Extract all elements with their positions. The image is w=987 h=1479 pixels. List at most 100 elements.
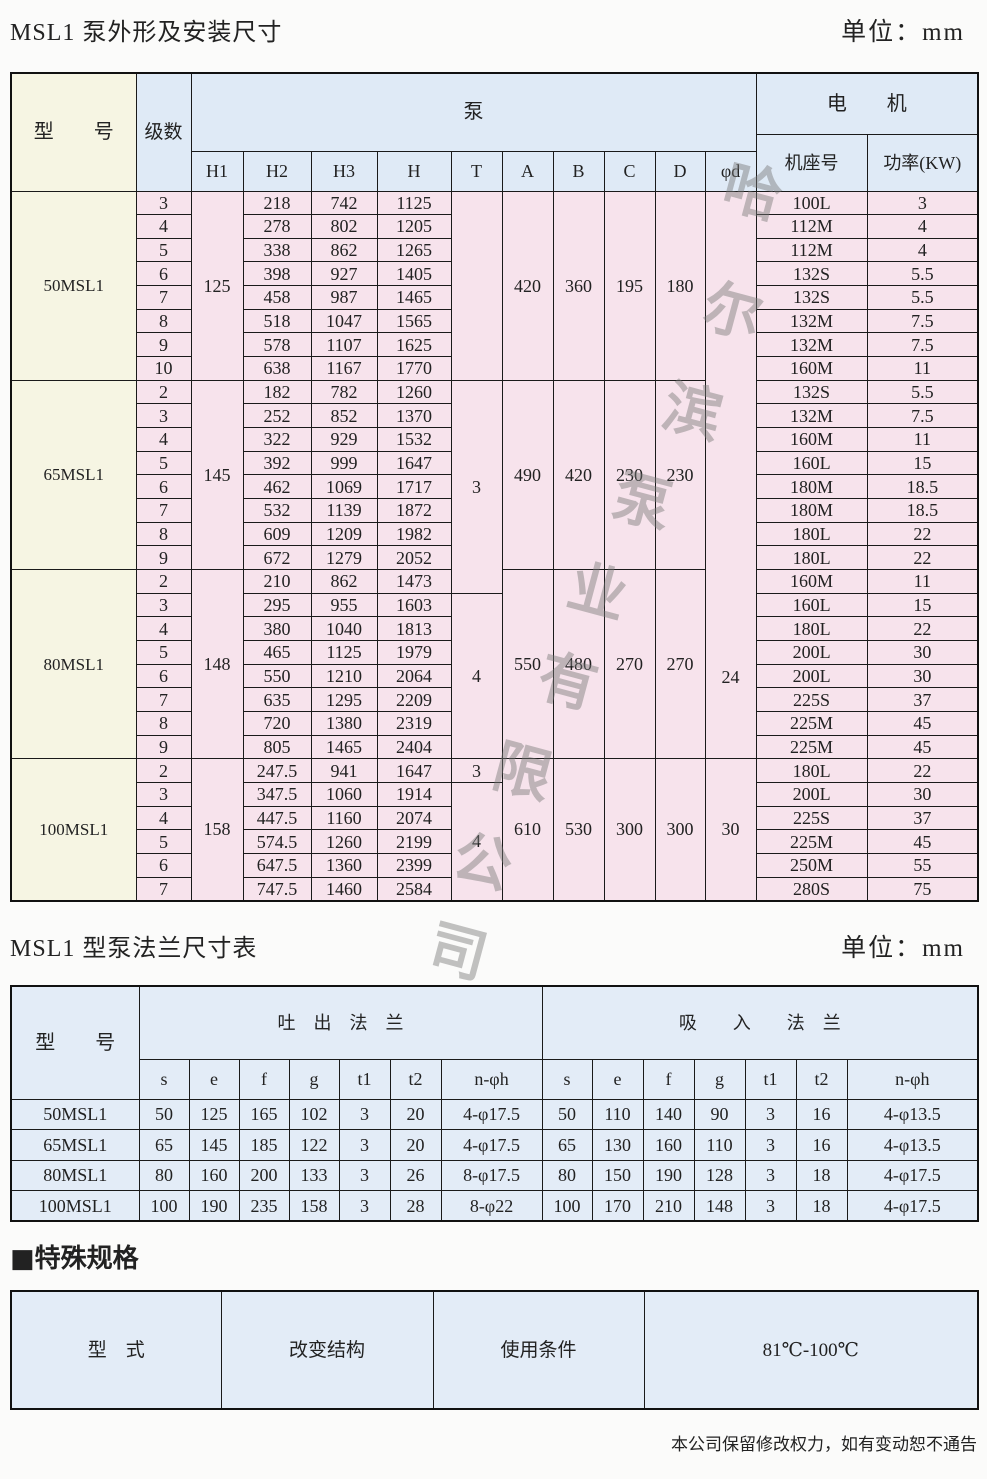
inlet-s-cell: 100	[541, 1190, 593, 1222]
h3-cell: 862	[310, 237, 378, 263]
dimension-table-title: MSL1 泵外形及安装尺寸	[10, 20, 283, 46]
motor-frame-cell: 160L	[755, 592, 868, 618]
motor-frame-cell: 100L	[755, 190, 868, 216]
stage-cell: 3	[135, 403, 192, 429]
header-model: 型 号	[10, 985, 140, 1100]
inlet-s-cell: 65	[541, 1129, 593, 1161]
table-row: 7 635 1295 2209 225S 37	[11, 687, 979, 712]
h-cell: 1465	[376, 285, 452, 310]
motor-power-cell: 22	[866, 616, 979, 641]
h2-cell: 532	[242, 498, 312, 523]
table-row: 3 295 955 1603 4 160L 15	[11, 592, 979, 760]
outlet-e-cell: 145	[188, 1129, 240, 1161]
table-row: 4 380 1040 1813 180L 22	[11, 616, 979, 641]
outlet-n-phih-cell: 8-φ17.5	[440, 1159, 543, 1191]
t-cell: 4	[450, 592, 503, 760]
h3-cell: 1060	[310, 781, 378, 807]
header-inlet-t1: t1	[744, 1058, 797, 1100]
outlet-f-cell: 165	[238, 1098, 290, 1130]
h3-cell: 1040	[310, 616, 378, 641]
h-cell: 1647	[376, 758, 452, 783]
flange-table: 型 号 吐 出 法 兰 吸 入 法 兰 s e f g t1 t2 n-φh s e f g t1 t2…	[10, 985, 980, 1222]
header-a: A	[501, 150, 554, 192]
outlet-e-cell: 125	[188, 1098, 240, 1130]
h2-cell: 550	[242, 663, 312, 689]
table-row: 3 347.5 1060 1914 4 200L 30	[11, 781, 979, 902]
stage-cell: 3	[135, 592, 192, 618]
h-cell: 2199	[376, 829, 452, 854]
inlet-g-cell: 148	[693, 1190, 746, 1222]
stage-cell: 4	[135, 805, 192, 831]
h-cell: 2209	[376, 687, 452, 712]
motor-frame-cell: 132M	[755, 308, 868, 334]
h2-cell: 518	[242, 308, 312, 334]
h1-cell: 158	[190, 758, 244, 902]
table-row: 9 805 1465 2404 225M 45	[11, 734, 979, 760]
outlet-t2-cell: 26	[389, 1159, 442, 1191]
model-cell: 65MSL1	[10, 1129, 140, 1161]
inlet-g-cell: 128	[693, 1159, 746, 1191]
outlet-t1-cell: 3	[338, 1190, 391, 1222]
outlet-t2-cell: 20	[389, 1098, 442, 1130]
h3-cell: 1295	[310, 687, 378, 712]
outlet-n-phih-cell: 8-φ22	[440, 1190, 543, 1222]
table-row: 4 278 802 1205 112M 4	[11, 214, 979, 239]
table-row: 80MSL1 2 148 210 862 1473 550 480 270 270 160M 11	[10, 568, 979, 760]
model-cell: 50MSL1	[10, 190, 137, 381]
table-row: 6 647.5 1360 2399 250M 55	[11, 852, 979, 878]
h2-cell: 247.5	[242, 758, 312, 783]
spec-condition-label: 使用条件	[432, 1290, 645, 1410]
motor-frame-cell: 160M	[755, 427, 868, 452]
h-cell: 1717	[376, 474, 452, 500]
table-row: 50MSL1 50 125 165 102 3 20 4-φ17.5 50 110 140 90 3 16…	[10, 1098, 979, 1130]
h-cell: 1260	[376, 379, 452, 405]
h2-cell: 462	[242, 474, 312, 500]
motor-power-cell: 45	[866, 829, 979, 854]
header-inlet-s: s	[541, 1058, 593, 1100]
motor-frame-cell: 180L	[755, 521, 868, 547]
h1-cell: 148	[190, 568, 244, 760]
h3-cell: 1260	[310, 829, 378, 854]
h2-cell: 295	[242, 592, 312, 618]
header-power: 功率(KW)	[866, 133, 979, 192]
h2-cell: 647.5	[242, 852, 312, 878]
inlet-t2-cell: 18	[795, 1159, 848, 1191]
header-c: C	[603, 150, 656, 192]
motor-frame-cell: 132S	[755, 379, 868, 405]
motor-frame-cell: 225S	[755, 805, 868, 831]
motor-power-cell: 7.5	[866, 403, 979, 429]
outlet-g-cell: 158	[288, 1190, 340, 1222]
d-cell: 270	[654, 568, 706, 760]
motor-power-cell: 30	[866, 781, 979, 807]
motor-power-cell: 3	[866, 190, 979, 216]
header-outlet-f: f	[238, 1058, 290, 1100]
motor-frame-cell: 225S	[755, 687, 868, 712]
b-cell: 420	[552, 379, 605, 571]
inlet-t2-cell: 16	[795, 1129, 848, 1161]
h3-cell: 1069	[310, 474, 378, 500]
outlet-t2-cell: 28	[389, 1190, 442, 1222]
header-phi-d: φd	[704, 150, 757, 192]
table-row: 8 720 1380 2319 225M 45	[11, 710, 979, 736]
inlet-n-phih-cell: 4-φ17.5	[846, 1190, 979, 1222]
header-model: 型 号	[10, 72, 137, 192]
b-cell: 480	[552, 568, 605, 760]
table-row: 5 465 1125 1979 200L 30	[11, 639, 979, 665]
stage-cell: 7	[135, 876, 192, 902]
inlet-t1-cell: 3	[744, 1129, 797, 1161]
motor-frame-cell: 112M	[755, 237, 868, 263]
spec-temperature: 81℃-100℃	[643, 1290, 979, 1410]
outlet-e-cell: 160	[188, 1159, 240, 1191]
h3-cell: 1160	[310, 805, 378, 831]
stage-cell: 8	[135, 308, 192, 334]
h3-cell: 927	[310, 261, 378, 287]
outlet-t1-cell: 3	[338, 1129, 391, 1161]
motor-frame-cell: 250M	[755, 852, 868, 878]
motor-power-cell: 18.5	[866, 474, 979, 500]
h2-cell: 720	[242, 710, 312, 736]
motor-frame-cell: 132S	[755, 261, 868, 287]
motor-frame-cell: 180L	[755, 545, 868, 570]
header-inlet-e: e	[591, 1058, 644, 1100]
h-cell: 2064	[376, 663, 452, 689]
motor-power-cell: 30	[866, 663, 979, 689]
